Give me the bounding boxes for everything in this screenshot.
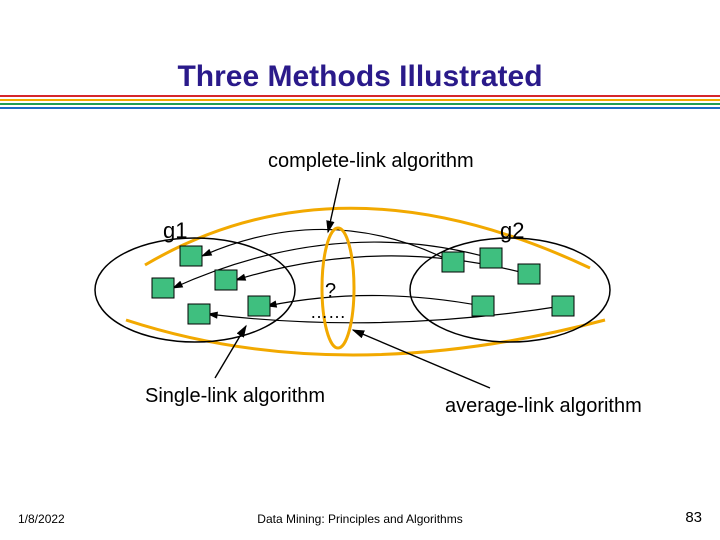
label-complete-link: complete-link algorithm: [268, 150, 474, 173]
footer-page-number: 83: [685, 509, 702, 526]
label-g2: g2: [500, 218, 524, 244]
label-single-link: Single-link algorithm: [145, 385, 325, 408]
footer-center: Data Mining: Principles and Algorithms: [0, 512, 720, 526]
label-question: ?: [325, 280, 336, 303]
label-average-link: average-link algorithm: [445, 395, 642, 418]
diagram-svg: [0, 0, 720, 540]
label-dots: ……: [310, 302, 346, 323]
label-g1: g1: [163, 218, 187, 244]
